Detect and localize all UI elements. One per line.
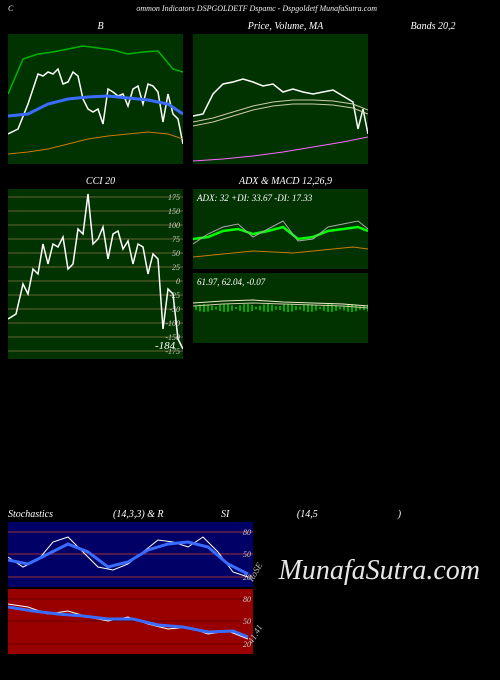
svg-text:0: 0 [176,277,180,286]
panel-b-title: B [8,21,193,32]
svg-text:ADX: 32 +DI: 33.67 -DI: 17.33: ADX: 32 +DI: 33.67 -DI: 17.33 [196,193,313,203]
panel-price-title: Price, Volume, MA [193,21,378,32]
svg-text:50: 50 [172,249,180,258]
svg-text:25: 25 [172,263,180,272]
chart-price-svg [193,34,368,164]
header-title: ommon Indicators DSPGOLDETF Dspamc - Dsp… [136,4,377,13]
chart-rsi-svg: 805020 [8,589,253,654]
panel-stoch: 805020 RoSE [8,522,263,587]
svg-text:50: 50 [243,617,251,626]
panel-stoch-title: Stochastics (14,3,3) & R SI (14,5 ) [8,509,500,520]
panel-rsi: 805020 41.41 [8,589,263,654]
svg-text:75: 75 [172,235,180,244]
svg-text:50: 50 [243,550,251,559]
chart-macd-svg: 61.97, 62.04, -0.07 [193,273,368,343]
header-left: C [8,4,13,13]
chart-b-svg [8,34,183,164]
chart-cci-svg: 1751501007550250-25-50-100-150-175-184 [8,189,183,359]
chart-stoch-svg: 805020 [8,522,253,587]
panel-adx-title: ADX & MACD 12,26,9 [193,176,378,187]
svg-text:-184: -184 [155,340,176,352]
chart-adx-svg: ADX: 32 +DI: 33.67 -DI: 17.33 [193,189,368,269]
panel-cci: CCI 20 1751501007550250-25-50-100-150-17… [8,176,193,359]
panel-b: B [8,21,193,164]
panel-bands-label: Bands 20,2 [378,21,488,164]
bands-title: Bands 20,2 [378,21,488,32]
row3: Stochastics (14,3,3) & R SI (14,5 ) 80 50… [8,509,500,654]
panel-cci-title: CCI 20 [8,176,193,187]
svg-text:150: 150 [168,207,180,216]
panel-adx-macd: ADX & MACD 12,26,9 ADX: 32 +DI: 33.67 -D… [193,176,378,359]
svg-text:80: 80 [243,595,251,604]
svg-text:-100: -100 [165,319,180,328]
svg-text:100: 100 [168,221,180,230]
svg-text:61.97, 62.04, -0.07: 61.97, 62.04, -0.07 [197,277,266,287]
svg-text:80: 80 [243,528,251,537]
panel-price: Price, Volume, MA [193,21,378,164]
page-header: C ommon Indicators DSPGOLDETF Dspamc - D… [0,0,500,15]
svg-text:175: 175 [168,193,180,202]
